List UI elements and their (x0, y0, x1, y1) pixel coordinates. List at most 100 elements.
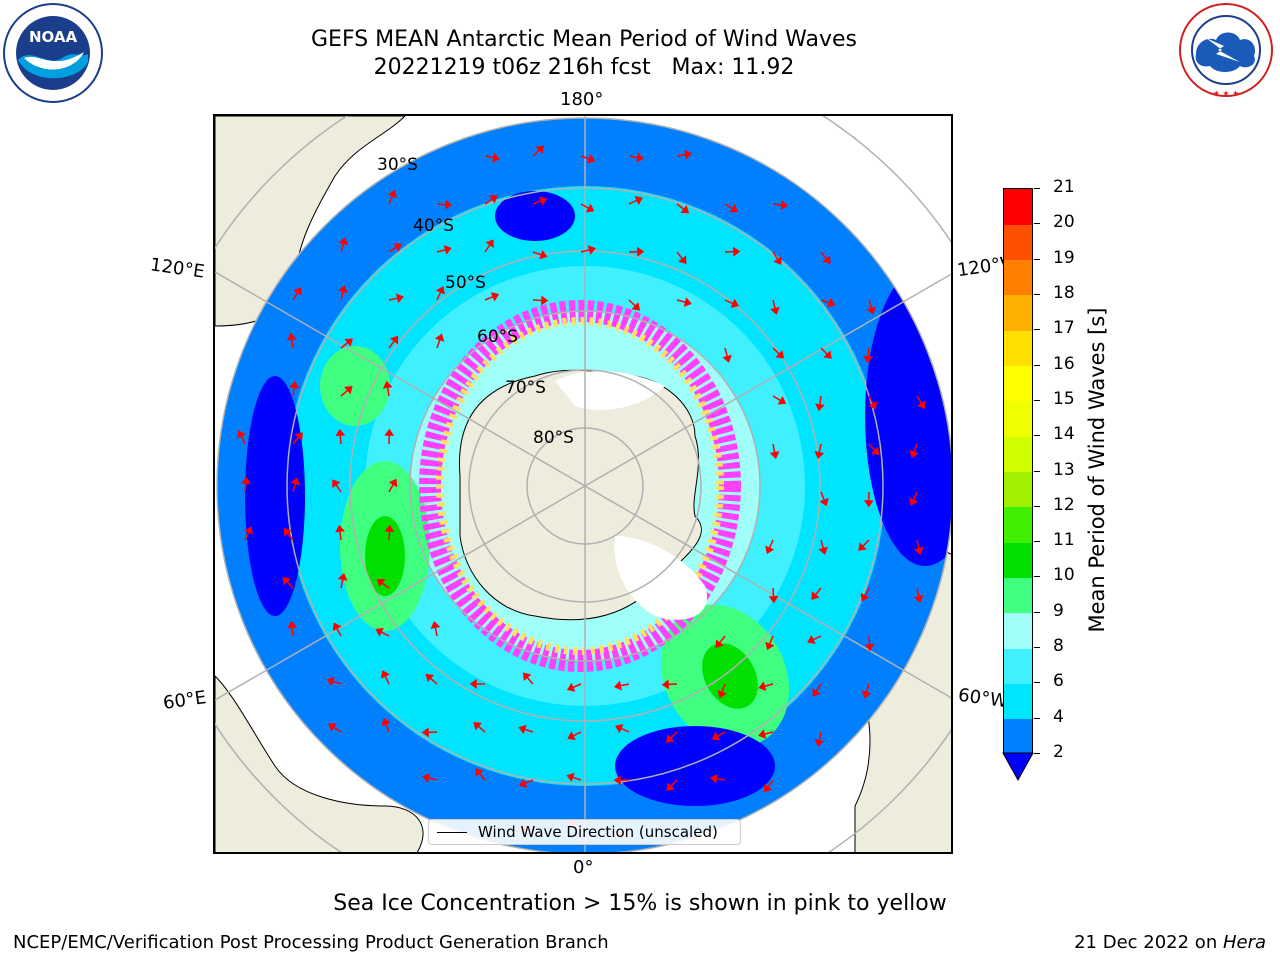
wave-direction-arrowhead (294, 432, 303, 441)
wave-direction-arrow (620, 683, 630, 687)
wave-direction-arrowhead (868, 401, 878, 410)
footer-right: 21 Dec 2022 on Hera (1074, 932, 1266, 953)
wave-direction-arrowhead (435, 286, 445, 295)
wave-direction-arrowhead (434, 333, 445, 342)
colorbar-tick-label: 21 (1053, 177, 1075, 197)
wave-direction-arrow (818, 443, 822, 453)
wave-direction-arrow (772, 395, 782, 402)
wave-direction-arrowhead (769, 451, 780, 460)
wave-direction-arrowhead (566, 772, 575, 783)
wave-direction-arrow (244, 482, 247, 493)
colorbar-tick (1034, 717, 1040, 719)
wave-direction-arrowhead (770, 306, 780, 315)
colorbar-tick-label: 19 (1053, 247, 1075, 268)
lat-label-80s: 80°S (533, 428, 574, 448)
colorbar-segment (1004, 612, 1032, 649)
wave-direction-arrow (240, 435, 246, 445)
wave-direction-arrow (818, 731, 822, 741)
wave-direction-arrow (572, 683, 582, 689)
wave-direction-arrowhead (665, 734, 675, 743)
wave-direction-arrow (868, 443, 876, 452)
wave-direction-arrow (913, 443, 918, 453)
wave-direction-arrow (380, 631, 390, 637)
wave-direction-arrowhead (631, 302, 641, 311)
wave-direction-arrow (820, 347, 828, 355)
wave-direction-arrow (676, 299, 686, 304)
wave-direction-arrowhead (819, 497, 829, 507)
wave-direction-arrow (767, 779, 774, 788)
lon-label-0: 0° (573, 857, 594, 878)
colorbar-tick (1034, 611, 1040, 613)
wave-direction-arrowhead (492, 152, 500, 163)
wave-direction-arrow (524, 728, 534, 733)
wave-direction-arrowhead (730, 298, 740, 308)
wave-direction-arrow (340, 579, 344, 589)
lon-label-60e: 60°E (161, 687, 208, 714)
wave-direction-arrowhead (765, 641, 775, 651)
wave-direction-arrowhead (244, 526, 253, 535)
wave-direction-arrowhead (443, 245, 452, 255)
wave-direction-arrowhead (344, 338, 353, 347)
colorbar-tick-label: 15 (1053, 388, 1075, 409)
wave-direction-arrowhead (489, 195, 498, 204)
colorbar-segment (1004, 436, 1032, 472)
wave-direction-arrowhead (381, 717, 391, 727)
wave-direction-arrow (484, 198, 493, 205)
colorbar-tick (1034, 223, 1040, 225)
wave-direction-arrow (291, 626, 294, 637)
wave-direction-arrowhead (518, 724, 527, 735)
wave-direction-arrowhead (733, 246, 741, 257)
wave-direction-arrowhead (909, 497, 919, 506)
colorbar-tick (1034, 329, 1040, 331)
wave-direction-arrow (620, 727, 630, 733)
wave-direction-arrowhead (469, 679, 477, 689)
wave-direction-arrowhead (780, 200, 789, 210)
wave-direction-arrowhead (666, 782, 675, 791)
wave-direction-arrow (244, 531, 250, 541)
footer-machine: Hera (1222, 932, 1266, 953)
wave-direction-arrowhead (566, 682, 576, 692)
wave-direction-arrow (864, 587, 870, 597)
wave-direction-arrow (572, 776, 582, 781)
wave-direction-arrow (862, 539, 870, 547)
wave-direction-arrow (772, 587, 775, 598)
wave-direction-arrowhead (344, 386, 353, 395)
wave-direction-arrowhead (335, 524, 345, 533)
wave-direction-arrow (764, 683, 774, 688)
colorbar-tick-label: 2 (1053, 742, 1064, 762)
wave-direction-arrow (340, 389, 349, 397)
wave-direction-arrowhead (332, 622, 342, 632)
wave-direction-arrow (814, 587, 822, 596)
wave-direction-arrowhead (768, 595, 779, 604)
wave-direction-arrowhead (812, 688, 821, 697)
wave-direction-arrowhead (567, 731, 576, 741)
wave-direction-arrow (768, 635, 774, 645)
wind-wave-arrows (237, 145, 926, 838)
colorbar-segment (1004, 259, 1032, 296)
wave-direction-arrow (436, 291, 442, 301)
wave-direction-arrowhead (823, 350, 832, 359)
wave-direction-arrow (628, 155, 638, 159)
wave-direction-arrowhead (758, 681, 767, 691)
wave-direction-arrow (388, 246, 397, 253)
wave-direction-arrowhead (863, 355, 874, 364)
wave-direction-arrowhead (684, 149, 693, 160)
wave-direction-arrowhead (661, 679, 669, 690)
wave-direction-arrowhead (758, 729, 767, 739)
colorbar-segment (1004, 648, 1032, 684)
noaa-logo-text: NOAA (29, 28, 78, 46)
lat-label-60s: 60°S (477, 327, 518, 347)
colorbar-segment (1004, 471, 1032, 508)
wave-direction-arrowhead (287, 620, 297, 629)
wave-direction-arrow (676, 251, 684, 260)
wave-direction-arrowhead (711, 731, 721, 741)
colorbar-segment (1004, 400, 1032, 437)
wave-direction-arrowhead (388, 478, 398, 488)
wave-direction-arrow (772, 299, 776, 309)
colorbar-tick-label: 8 (1053, 636, 1064, 657)
wave-direction-arrowhead (384, 428, 395, 436)
colorbar-tick (1034, 541, 1040, 543)
colorbar-tick-label: 13 (1053, 459, 1075, 480)
wave-direction-arrow (388, 297, 398, 301)
wave-direction-arrow (670, 779, 678, 787)
